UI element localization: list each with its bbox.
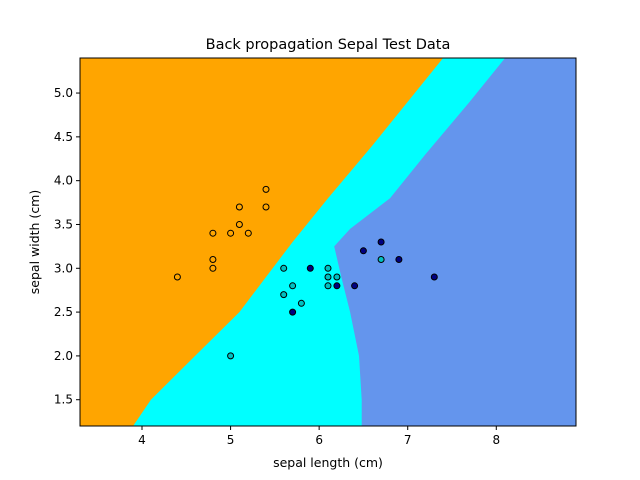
y-tick-label: 3.5	[54, 217, 73, 231]
data-point	[333, 273, 341, 281]
y-tick-label: 3.0	[54, 261, 73, 275]
data-point	[227, 352, 235, 360]
x-tick-label: 4	[138, 433, 146, 447]
data-point	[244, 229, 252, 237]
y-tick-label: 5.0	[54, 86, 73, 100]
x-tick-label: 5	[227, 433, 235, 447]
y-axis-label: sepal width (cm)	[27, 190, 42, 294]
data-point	[262, 185, 270, 193]
y-tick-label: 4.0	[54, 174, 73, 188]
data-points	[173, 185, 438, 360]
data-point	[351, 282, 359, 290]
x-axis-label: sepal length (cm)	[273, 455, 383, 470]
y-axis-ticks: 1.5 2.0 2.5 3.0 3.5 4.0 4.5 5.0	[54, 86, 80, 407]
decision-regions	[80, 58, 576, 426]
x-axis-ticks: 4 5 6 7 8	[138, 426, 500, 447]
data-point	[297, 299, 305, 307]
data-point	[280, 291, 288, 299]
data-point	[289, 308, 297, 316]
data-point	[430, 273, 438, 281]
data-point	[359, 247, 367, 255]
data-point	[333, 282, 341, 290]
plot-frame	[79, 57, 577, 427]
x-tick-label: 8	[492, 433, 500, 447]
x-tick-label: 7	[404, 433, 412, 447]
data-point	[173, 273, 181, 281]
data-point	[209, 256, 217, 263]
data-point	[377, 238, 385, 246]
data-point	[209, 264, 217, 272]
data-point	[377, 256, 385, 263]
data-point	[209, 229, 217, 237]
data-point	[235, 203, 243, 211]
y-tick-label: 2.0	[54, 349, 73, 363]
data-point	[289, 282, 297, 290]
y-tick-label: 4.5	[54, 130, 73, 144]
data-point	[306, 264, 314, 272]
region-blue	[334, 58, 576, 426]
data-point	[262, 203, 270, 211]
data-point	[395, 256, 403, 263]
x-tick-label: 6	[315, 433, 323, 447]
chart-title: Back propagation Sepal Test Data	[206, 37, 451, 53]
data-point	[235, 221, 243, 228]
data-point	[324, 264, 332, 272]
data-point	[324, 273, 332, 281]
data-point	[227, 229, 235, 237]
data-point	[280, 264, 288, 272]
y-tick-label: 2.5	[54, 305, 73, 319]
data-point	[324, 282, 332, 290]
y-tick-label: 1.5	[54, 393, 73, 407]
